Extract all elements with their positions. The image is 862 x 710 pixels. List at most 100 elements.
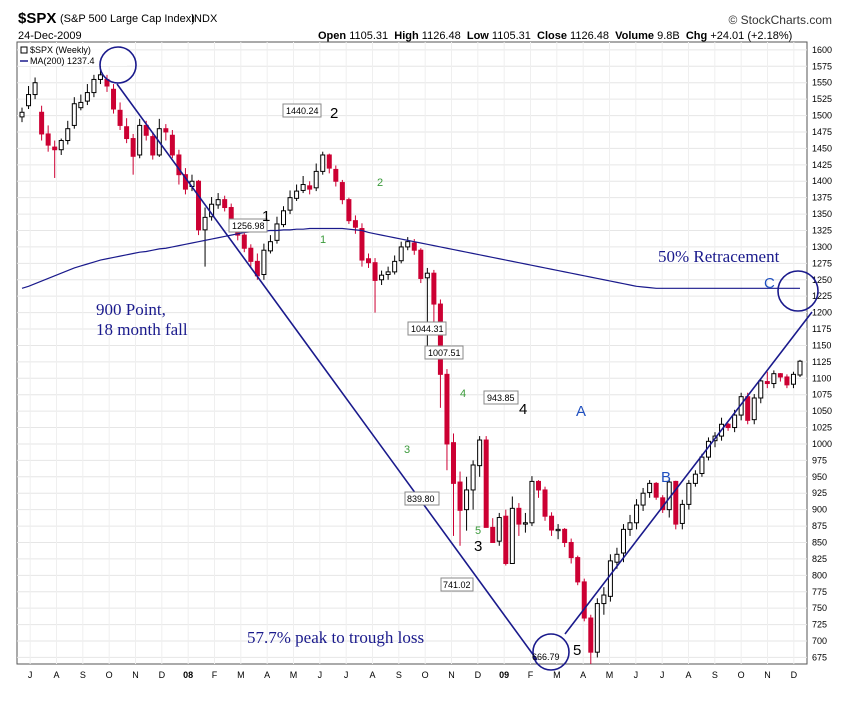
low-value: 1105.31 <box>491 30 531 42</box>
x-tick-label: S <box>80 670 86 680</box>
candle-body <box>679 503 685 524</box>
x-tick-label: D <box>159 670 166 680</box>
candle-body <box>372 262 378 281</box>
price-label-box <box>228 218 268 233</box>
candle-body <box>764 381 770 385</box>
candle-body <box>653 482 659 498</box>
candle-body <box>496 517 502 542</box>
candle-body <box>385 271 391 276</box>
candle-body <box>503 515 509 565</box>
y-tick-label: 1575 <box>812 61 832 71</box>
trough-circle <box>532 633 570 671</box>
y-tick-label: 1300 <box>812 242 832 252</box>
candle-body <box>163 128 169 133</box>
x-tick-label: S <box>712 670 718 680</box>
fall-annotation-line1: 900 Point, <box>96 300 166 319</box>
candle-body <box>320 154 326 172</box>
y-tick-label: 1250 <box>812 275 832 285</box>
y-tick-label: 825 <box>812 554 827 564</box>
plot-frame <box>16 41 808 665</box>
y-tick-label: 850 <box>812 537 827 547</box>
candle-body <box>411 242 417 251</box>
x-tick-label: M <box>553 670 561 680</box>
candle-body <box>640 492 646 506</box>
ma200-line <box>21 227 800 289</box>
x-tick-label: 09 <box>499 670 509 680</box>
close-label: Close <box>537 30 567 42</box>
candle-body <box>346 199 352 222</box>
open-label: Open <box>318 30 347 42</box>
price-label-box <box>407 321 447 336</box>
wave-labels-primary: 1 2 3 4 5 <box>262 105 581 659</box>
candle-body <box>790 373 796 385</box>
candle-body <box>124 126 130 140</box>
y-tick-label: 1150 <box>812 340 831 350</box>
exchange-label: INDX <box>191 13 218 25</box>
x-tick-label: N <box>132 670 139 680</box>
candle-body <box>398 246 404 262</box>
candle-body <box>457 481 463 511</box>
candle-body <box>562 528 568 543</box>
subwave-5-label: 5 <box>475 525 481 537</box>
candle-body <box>65 128 71 142</box>
x-tick-label: A <box>264 670 270 680</box>
candle-body <box>647 482 653 494</box>
retracement-circle <box>777 270 819 312</box>
text-annotations: 900 Point, 18 month fall 50% Retracement… <box>96 247 780 647</box>
x-tick-label: J <box>344 670 349 680</box>
y-tick-label: 800 <box>812 570 827 580</box>
price-label: 741.02 <box>443 580 471 590</box>
candle-body <box>222 199 228 209</box>
trend-annotations <box>99 46 819 671</box>
wave-2-label: 2 <box>330 105 338 122</box>
open-value: 1105.31 <box>349 30 389 42</box>
subwave-4-label: 4 <box>460 388 466 400</box>
candle-body <box>202 216 208 231</box>
candle-body <box>339 182 345 201</box>
y-tick-label: 1025 <box>812 423 832 433</box>
candle-body <box>777 373 783 378</box>
y-tick-label: 925 <box>812 488 827 498</box>
candle-body <box>529 480 535 524</box>
candle-body <box>483 439 489 528</box>
wave-1-label: 1 <box>262 208 270 225</box>
y-tick-label: 1425 <box>812 160 832 170</box>
price-label-box <box>282 103 322 118</box>
y-tick-label: 675 <box>812 652 827 662</box>
candle-body <box>84 92 90 102</box>
y-tick-label: 1500 <box>812 111 832 121</box>
candle-body <box>601 594 607 605</box>
loss-annotation: 57.7% peak to trough loss <box>247 628 424 647</box>
y-tick-label: 1075 <box>812 390 832 400</box>
candle-body <box>130 138 136 157</box>
chart-symbol: $SPX <box>18 10 57 27</box>
x-tick-label: D <box>475 670 482 680</box>
fall-annotation-line2: 18 month fall <box>96 320 188 339</box>
volume-label: Volume <box>615 30 655 42</box>
candle-body <box>699 456 705 475</box>
candle-body <box>437 303 443 375</box>
x-tick-label: A <box>580 670 586 680</box>
brand-logo: © StockCharts.com <box>728 13 832 27</box>
candle-body <box>97 74 103 80</box>
candle-body <box>78 101 84 109</box>
price-label: 943.85 <box>487 393 515 403</box>
candle-body <box>450 442 456 484</box>
y-tick-label: 1225 <box>812 291 832 301</box>
candle-body <box>313 170 319 189</box>
y-tick-label: 750 <box>812 603 827 613</box>
wave-a-label: A <box>576 403 586 420</box>
candle-body <box>281 210 287 226</box>
legend-ma-entry: MA(200) 1237.4 <box>30 56 95 66</box>
price-label-box <box>404 491 440 506</box>
candle-body <box>758 380 764 399</box>
recovery-trendline <box>564 311 813 635</box>
x-tick-label: J <box>28 670 33 680</box>
price-label: 1256.98 <box>232 221 265 231</box>
ohlc-bar: Open 1105.31 High 1126.48 Low 1105.31 Cl… <box>318 30 792 42</box>
candle-body <box>287 197 293 211</box>
candle-body <box>555 528 561 532</box>
candle-body <box>581 581 587 619</box>
y-tick-label: 1325 <box>812 226 832 236</box>
y-tick-label: 975 <box>812 455 827 465</box>
